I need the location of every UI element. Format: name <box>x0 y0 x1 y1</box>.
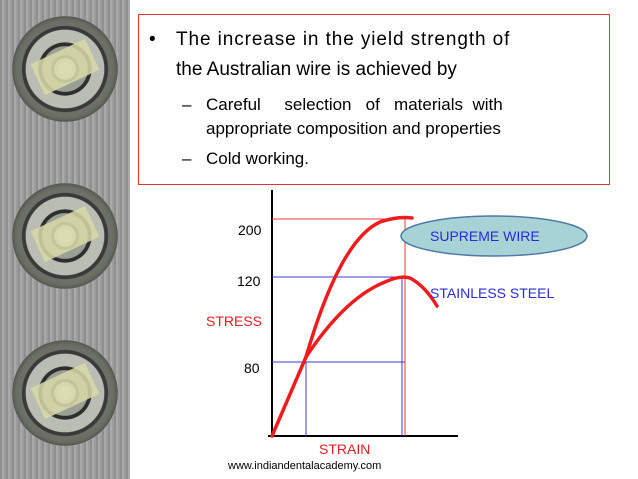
bullet-line-2: the Australian wire is achieved by <box>176 59 457 80</box>
y-tick-label: 80 <box>244 360 260 376</box>
x-axis-label: STRAIN <box>319 441 370 457</box>
legend-label-stainless-steel: STAINLESS STEEL <box>430 285 554 301</box>
series-line-stainless-steel <box>304 275 439 359</box>
supreme-wire-bubble <box>400 215 588 257</box>
y-tick-label: 200 <box>238 222 262 238</box>
bullet-line-1: The increase in the yield strength of <box>176 29 511 50</box>
sub-bullet-1-line-1: Careful selection of materials with <box>206 95 503 114</box>
legend-label-supreme-wire: SUPREME WIRE <box>430 228 540 244</box>
sub-bullet-dash: – <box>182 95 192 114</box>
y-tick-label: 120 <box>237 273 261 289</box>
decorative-sidebar <box>0 0 130 479</box>
sub-bullet-1-line-2: appropriate composition and properties <box>206 119 501 138</box>
series-line-supreme-wire <box>270 215 414 438</box>
footer-url: www.indiandentalacademy.com <box>228 460 382 472</box>
bullet-text-box: • The increase in the yield strength of … <box>138 14 610 185</box>
y-axis-label: STRESS <box>206 313 262 329</box>
sub-bullet-dash: – <box>182 149 192 168</box>
bullet-dot: • <box>149 29 156 50</box>
sub-bullet-2-line-1: Cold working. <box>206 149 309 168</box>
